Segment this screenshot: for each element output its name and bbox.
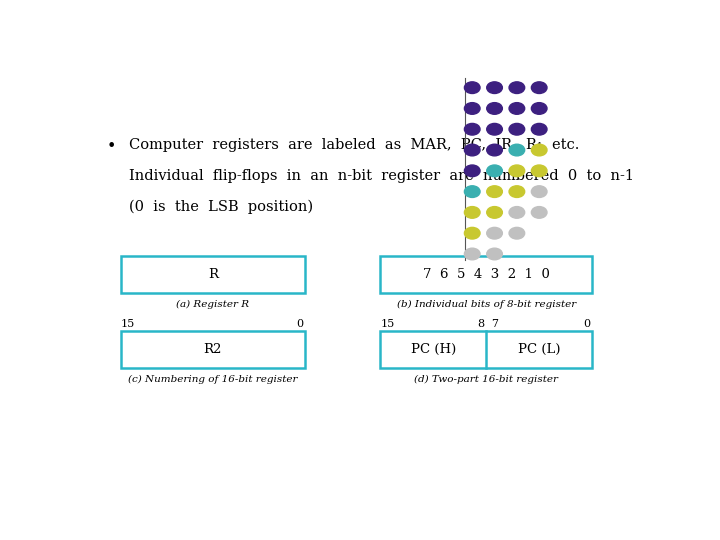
Circle shape [531,186,547,198]
Bar [380,256,593,294]
Text: R: R [208,268,217,281]
Text: (0  is  the  LSB  position): (0 is the LSB position) [129,200,313,214]
Text: Computer  registers  are  labeled  as  MAR,  PC,  IR,  R₁  etc.: Computer registers are labeled as MAR, P… [129,138,580,152]
Bar [121,331,305,368]
Circle shape [487,165,503,177]
Circle shape [464,82,480,93]
Circle shape [509,186,525,198]
Circle shape [509,207,525,218]
Circle shape [487,124,503,135]
Text: PC (L): PC (L) [518,343,560,356]
Circle shape [487,186,503,198]
Circle shape [509,144,525,156]
Text: 0: 0 [583,319,590,329]
Bar [121,256,305,294]
Text: (c) Numbering of 16-bit register: (c) Numbering of 16-bit register [128,375,297,384]
Text: (a) Register R: (a) Register R [176,300,249,309]
Circle shape [487,144,503,156]
Circle shape [464,144,480,156]
Circle shape [487,248,503,260]
Text: 15: 15 [121,319,135,329]
Circle shape [509,82,525,93]
Circle shape [487,227,503,239]
Circle shape [487,207,503,218]
Circle shape [464,207,480,218]
Text: PC (H): PC (H) [410,343,456,356]
Text: 15: 15 [380,319,395,329]
Text: Individual  flip-flops  in  an  n-bit  register  are  numbered  0  to  n-1: Individual flip-flops in an n-bit regist… [129,168,634,183]
Circle shape [464,186,480,198]
Circle shape [464,227,480,239]
Text: 7  6  5  4  3  2  1  0: 7 6 5 4 3 2 1 0 [423,268,549,281]
Text: 8: 8 [477,319,484,329]
Text: 0: 0 [296,319,303,329]
Text: (b) Individual bits of 8-bit register: (b) Individual bits of 8-bit register [397,300,576,309]
Circle shape [531,144,547,156]
Circle shape [531,103,547,114]
Text: R2: R2 [204,343,222,356]
Circle shape [464,103,480,114]
Circle shape [509,103,525,114]
Circle shape [464,165,480,177]
Circle shape [464,124,480,135]
Circle shape [464,248,480,260]
Text: (d) Two-part 16-bit register: (d) Two-part 16-bit register [414,375,558,384]
Circle shape [509,165,525,177]
Text: •: • [107,138,116,154]
Circle shape [509,227,525,239]
Circle shape [487,82,503,93]
Circle shape [531,124,547,135]
Bar [380,331,593,368]
Circle shape [509,124,525,135]
Circle shape [531,207,547,218]
Circle shape [531,82,547,93]
Circle shape [531,165,547,177]
Circle shape [487,103,503,114]
Text: 7: 7 [490,319,498,329]
